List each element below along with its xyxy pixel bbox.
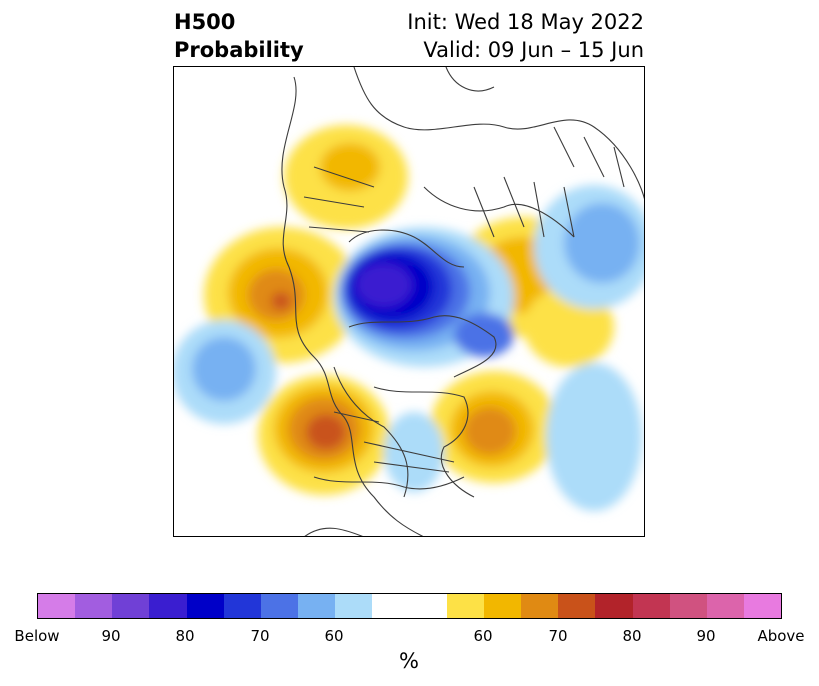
colorbar-swatch [446,594,484,618]
colorbar-tick-label: 80 [175,627,195,645]
init-date: Init: Wed 18 May 2022 [407,10,644,34]
colorbar-tick-label: 70 [548,627,568,645]
colorbar-swatch [186,594,224,618]
anomaly-scandinavia-high [284,125,408,229]
colorbar-swatch [260,594,299,618]
colorbar-tick-label: 70 [250,627,270,645]
colorbar-swatch [38,594,76,618]
title-left: H500 Probability [174,8,304,64]
colorbar-swatch [335,594,373,618]
colorbar [37,593,782,619]
colorbar-swatch [521,594,559,618]
map-panel [173,66,645,537]
anomaly-great-lakes-low [384,412,444,492]
colorbar-tick-label: 90 [101,627,121,645]
valid-period: Valid: 09 Jun – 15 Jun [423,38,644,62]
coastlines [281,67,644,536]
anomaly-north-pacific-low [174,320,276,424]
colorbar-swatch [743,594,782,618]
title-right: Init: Wed 18 May 2022 Valid: 09 Jun – 15… [407,8,644,64]
colorbar-swatch [632,594,670,618]
colorbar-swatch [149,594,187,618]
colorbar-swatch [483,594,522,618]
title-variable: H500 [174,10,236,34]
title-product: Probability [174,38,304,62]
map-svg [174,67,644,536]
colorbar-swatch [372,594,410,618]
anomaly-western-us-high [258,375,390,495]
colorbar-swatch [595,594,633,618]
colorbar-swatch [706,594,744,618]
colorbar-tick-label: 60 [473,627,493,645]
colorbar-swatch [298,594,336,618]
colorbar-tick-label: Below [14,627,60,645]
colorbar-tick-label: 60 [324,627,344,645]
colorbar-swatch [558,594,596,618]
colorbar-tick-label: 90 [696,627,716,645]
colorbar-swatch [669,594,707,618]
colorbar-swatch [409,594,447,618]
colorbar-swatch [75,594,113,618]
colorbar-units: % [399,649,419,673]
colorbar-tick-label: Above [757,627,805,645]
colorbar-tick-label: 80 [622,627,642,645]
colorbar-swatch [112,594,150,618]
colorbar-swatch [223,594,261,618]
anomaly-arctic-low [334,227,514,367]
anomaly-atlantic-low [546,363,642,511]
anomaly-east-asia-low [534,185,644,309]
anomaly-east-canada-high [430,371,558,483]
